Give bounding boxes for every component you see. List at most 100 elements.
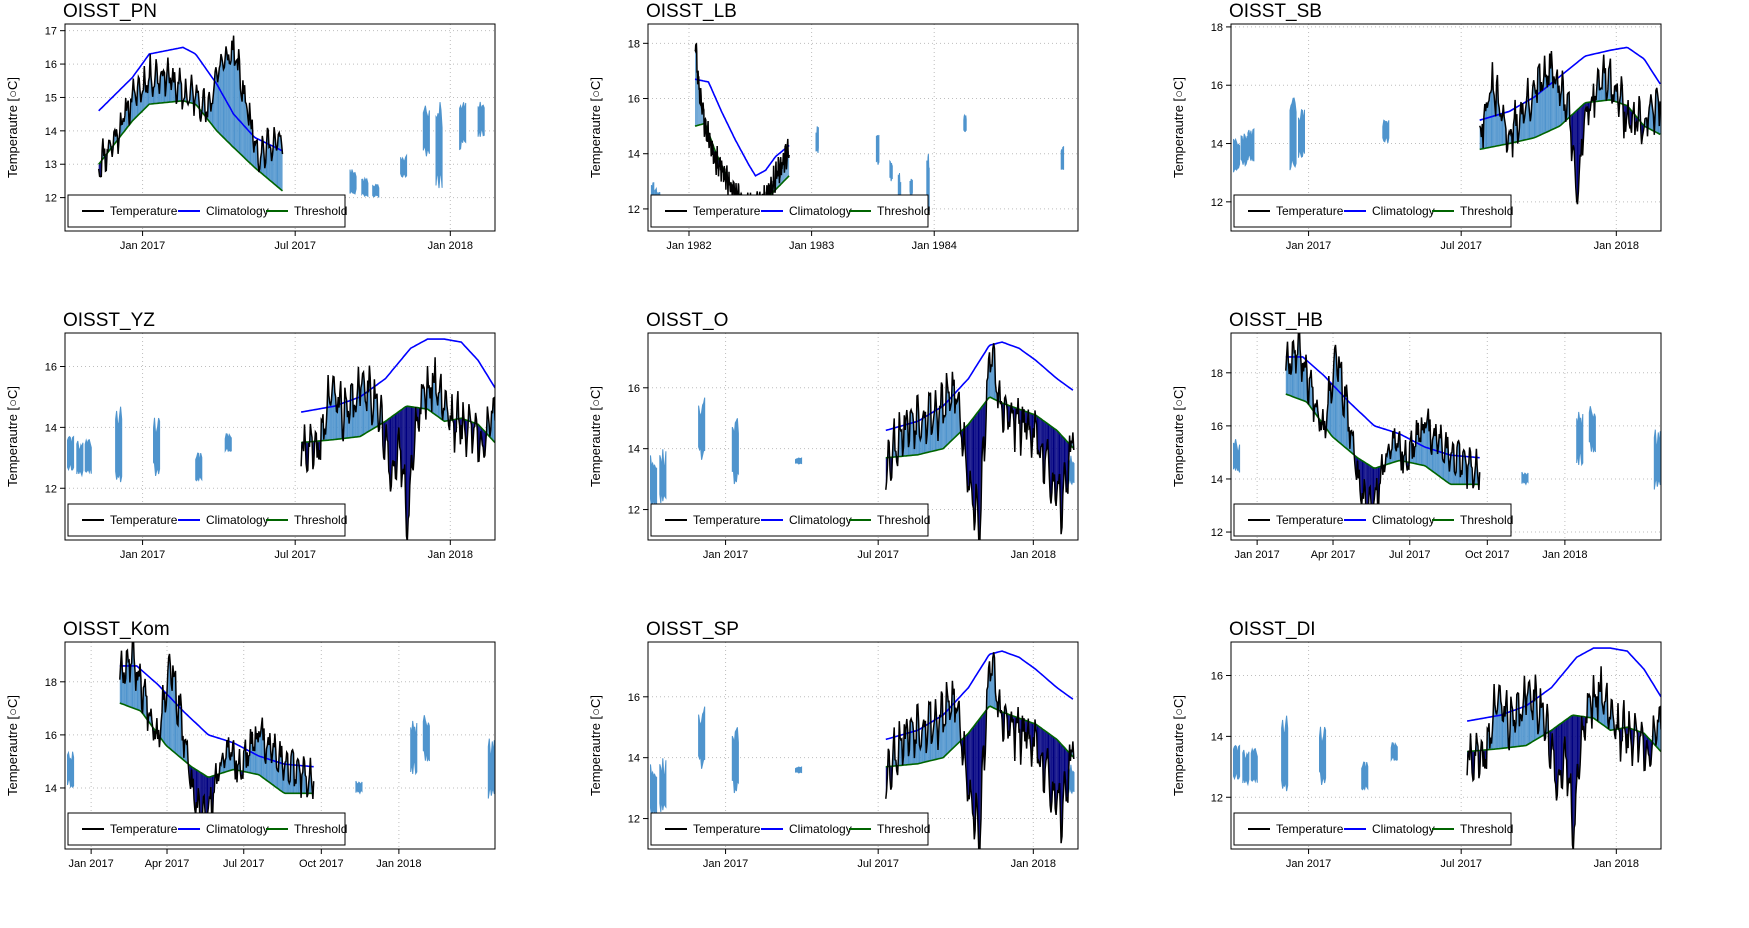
- category-fill-spike: [1233, 744, 1241, 781]
- chart-panel: OISST_SB Temperautre [○C] 12 14 16 18 Jan 2017…: [1166, 0, 1749, 309]
- event-fill: [1041, 419, 1043, 446]
- event-fill: [245, 102, 247, 160]
- chart-svg: OISST_SP Temperautre [○C] 12 14 16 Jan 2017 Ju…: [588, 619, 1079, 870]
- event-fill: [1574, 715, 1575, 828]
- event-fill: [403, 407, 405, 475]
- event-fill: [355, 406, 356, 438]
- x-tick-label: Oct 2017: [1465, 549, 1510, 561]
- chart-title: OISST_O: [646, 310, 728, 331]
- climatology-line: [694, 78, 790, 177]
- threshold-line: [885, 705, 1074, 768]
- event-fill: [991, 673, 992, 708]
- event-fill: [242, 80, 244, 158]
- climatology-line: [1479, 46, 1661, 121]
- event-fill: [1499, 107, 1500, 146]
- event-fill: [1339, 365, 1341, 444]
- event-fill: [949, 406, 951, 443]
- event-fill: [1052, 736, 1054, 791]
- chart-panel: OISST_PN Temperautre [○C] 12 13 14 15 16 17 Jan …: [0, 0, 583, 309]
- legend-label-threshold: Threshold: [1460, 204, 1513, 218]
- event-fill: [1547, 75, 1548, 132]
- event-fill: [285, 761, 286, 794]
- event-fill: [165, 705, 167, 746]
- event-fill: [1599, 691, 1601, 723]
- event-fill: [1038, 417, 1040, 455]
- event-fill: [1528, 681, 1530, 744]
- event-fill: [1056, 430, 1058, 493]
- event-fill: [1554, 82, 1556, 129]
- event-fill: [422, 385, 424, 409]
- event-fill: [1290, 369, 1292, 397]
- y-tick-label: 18: [1211, 22, 1223, 34]
- y-tick-label: 12: [1211, 527, 1223, 539]
- legend-label-temperature: Temperature: [1276, 513, 1344, 527]
- event-fill: [911, 409, 912, 456]
- x-tick-label: Jan 2018: [1011, 549, 1056, 561]
- x-tick-label: Jul 2017: [1389, 549, 1431, 561]
- event-fill: [1540, 82, 1542, 135]
- event-fill: [1527, 682, 1529, 745]
- chart-title: OISST_HB: [1229, 310, 1323, 331]
- legend-box: [67, 194, 346, 228]
- category-fill-spike: [1240, 133, 1248, 167]
- y-axis-label: Temperautre [○C]: [588, 77, 603, 178]
- event-fill: [976, 722, 977, 799]
- event-fill: [1531, 710, 1532, 743]
- event-fill: [223, 67, 225, 139]
- event-fill: [956, 401, 958, 436]
- x-tick-label: Jul 2017: [1440, 858, 1482, 870]
- x-tick-label: Jan 2017: [1235, 549, 1280, 561]
- category-fill-spike: [1247, 127, 1255, 162]
- event-fill: [1502, 720, 1504, 749]
- event-fill: [943, 724, 945, 757]
- category-fill-spike: [650, 455, 658, 509]
- event-fill: [1331, 396, 1333, 437]
- event-fill: [900, 737, 901, 766]
- category-fill-spike: [1576, 411, 1584, 467]
- event-fill: [1558, 724, 1559, 775]
- event-fill: [973, 416, 975, 531]
- y-axis-label: Temperautre [○C]: [5, 695, 20, 796]
- event-fill: [162, 70, 164, 103]
- event-fill: [923, 719, 925, 763]
- event-fill: [970, 419, 972, 490]
- category-fill-spike: [1233, 137, 1241, 173]
- event-fill: [1041, 728, 1043, 755]
- plot-frame: [1230, 641, 1662, 850]
- chart-svg: OISST_PN Temperautre [○C] 12 13 14 15 16 17 Jan …: [5, 1, 496, 252]
- climatology-line: [300, 338, 495, 413]
- chart-panel: OISST_DI Temperautre [○C] 12 14 16 Jan 2017 Ju…: [1166, 618, 1749, 927]
- y-axis-label: Temperautre [○C]: [588, 386, 603, 487]
- event-fill: [142, 89, 144, 111]
- category-fill-spike: [650, 764, 658, 818]
- event-fill: [1451, 452, 1452, 485]
- category-fill-spike: [795, 766, 803, 774]
- y-tick-label: 14: [1211, 139, 1223, 151]
- legend-box: [1233, 812, 1512, 846]
- event-fill: [217, 76, 219, 133]
- event-fill: [978, 410, 980, 540]
- event-fill: [241, 95, 243, 156]
- temperature-line: [1478, 50, 1661, 205]
- event-fill: [970, 730, 971, 791]
- category-fill-spike: [889, 159, 893, 182]
- event-fill: [944, 414, 946, 448]
- event-fill: [218, 68, 220, 134]
- legend-label-temperature: Temperature: [1276, 204, 1344, 218]
- event-fill: [1500, 113, 1502, 146]
- legend-label-climatology: Climatology: [206, 822, 269, 836]
- event-fill: [967, 733, 969, 802]
- event-fill: [274, 127, 275, 185]
- event-fill: [185, 739, 187, 763]
- event-fill: [1501, 115, 1503, 145]
- event-fill: [173, 674, 175, 753]
- event-fill: [1435, 424, 1436, 474]
- plot-frame: [1230, 332, 1662, 541]
- category-fill-spike: [795, 457, 803, 465]
- category-fill-spike: [1361, 761, 1369, 791]
- y-axis-label: Temperautre [○C]: [588, 695, 603, 796]
- event-fill: [276, 145, 278, 187]
- event-fill: [220, 54, 221, 135]
- y-tick-label: 12: [628, 505, 640, 517]
- event-fill: [1057, 431, 1059, 484]
